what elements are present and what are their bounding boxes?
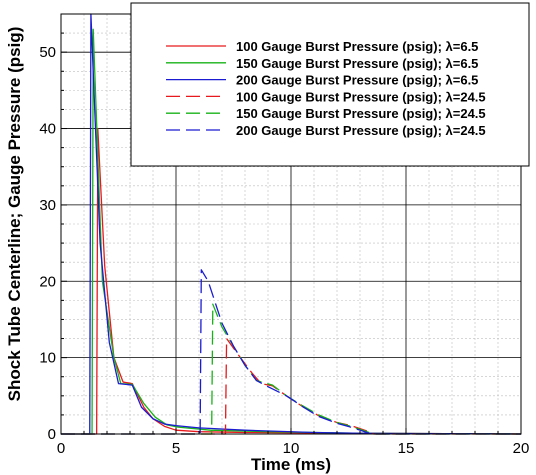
series-line-6 [61, 269, 521, 435]
x-tick-label: 10 [283, 440, 300, 457]
x-tick-label: 20 [513, 440, 530, 457]
legend: 100 Gauge Burst Pressure (psig); λ=6.5 15… [130, 2, 530, 167]
y-tick-label: 40 [39, 121, 56, 138]
y-axis-title: Shock Tube Centerline; Gauge Pressure (p… [5, 27, 24, 402]
y-tick-label: 0 [48, 426, 56, 443]
tick-layer: 0 5 10 15 20 0 10 20 30 40 50 [39, 32, 530, 457]
series-line-4 [61, 337, 521, 435]
legend-box [130, 2, 530, 167]
y-tick-label: 10 [39, 350, 56, 367]
legend-label-3: 200 Gauge Burst Pressure (psig); λ=6.5 [236, 73, 478, 88]
legend-label-1: 100 Gauge Burst Pressure (psig); λ=6.5 [236, 39, 478, 54]
legend-items: 100 Gauge Burst Pressure (psig); λ=6.5 15… [166, 39, 486, 138]
legend-label-4: 100 Gauge Burst Pressure (psig); λ=24.5 [236, 89, 486, 104]
x-axis-title: Time (ms) [251, 455, 331, 474]
x-tick-label: 5 [172, 440, 180, 457]
series-line-1 [61, 127, 522, 435]
legend-label-5: 150 Gauge Burst Pressure (psig); λ=24.5 [236, 106, 486, 121]
series-layer [61, 13, 522, 435]
series-line-2 [61, 28, 522, 435]
legend-label-6: 200 Gauge Burst Pressure (psig); λ=24.5 [236, 123, 486, 138]
y-tick-label: 30 [39, 197, 56, 214]
legend-label-2: 150 Gauge Burst Pressure (psig); λ=6.5 [236, 56, 478, 71]
x-tick-label: 15 [398, 440, 415, 457]
x-tick-label: 0 [57, 440, 65, 457]
y-tick-label: 20 [39, 273, 56, 290]
series-line-3 [61, 13, 522, 435]
y-tick-label: 50 [39, 44, 56, 61]
